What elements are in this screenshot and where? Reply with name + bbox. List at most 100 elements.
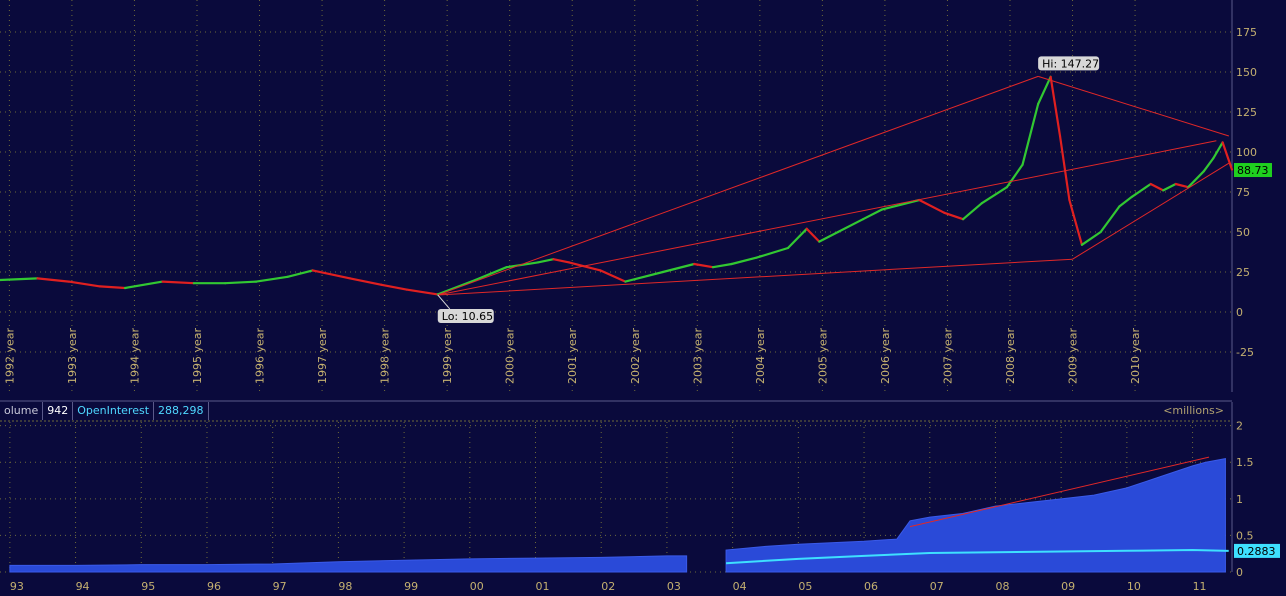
volume-x-tick-label: 99 <box>404 580 418 593</box>
price-segment <box>224 280 258 285</box>
price-segment <box>1193 170 1205 182</box>
lo-label-box <box>437 308 494 323</box>
price-y-tick-label: 125 <box>1236 106 1257 119</box>
price-segment <box>349 277 383 286</box>
volume-area <box>725 457 1226 573</box>
price-annotations: Hi: 147.27 Lo: 10.65 88.73 <box>437 56 1272 323</box>
volume-grid <box>0 402 1233 573</box>
price-segment <box>1187 179 1196 189</box>
price-segment <box>880 198 921 211</box>
price-segment <box>0 277 39 282</box>
price-segment <box>1037 75 1052 106</box>
volume-legend-header: olume 942 OpenInterest 288,298 <box>0 402 209 420</box>
price-x-axis: 1992 year 1993 year 1994 year 1995 year 1996… <box>3 327 1142 384</box>
price-last-value: 88.73 <box>1237 164 1269 177</box>
price-segment <box>405 288 439 296</box>
volume-x-tick-label: 11 <box>1193 580 1207 593</box>
price-segment <box>805 227 821 243</box>
volume-series <box>9 457 1229 573</box>
volume-last-value: 0.2883 <box>1237 545 1276 558</box>
volume-x-tick-label: 06 <box>864 580 878 593</box>
volume-x-tick-label: 95 <box>141 580 155 593</box>
price-segment <box>1021 102 1040 166</box>
price-trendline <box>437 75 1039 296</box>
volume-trendline-line <box>909 456 1210 528</box>
volume-y-tick-label: 1.5 <box>1236 456 1254 469</box>
price-segment <box>255 275 289 283</box>
price-y-tick-label: 150 <box>1236 66 1257 79</box>
price-x-tick-label: 1994 year <box>128 327 141 384</box>
price-segment <box>98 285 127 290</box>
open-interest-value: 288,298 <box>154 402 209 420</box>
price-segment <box>730 256 758 266</box>
price-segment <box>1162 182 1177 192</box>
volume-last-value-badge <box>1234 543 1280 558</box>
price-segment <box>624 270 665 283</box>
price-segment <box>818 230 840 243</box>
price-segment <box>286 269 314 278</box>
price-segment <box>861 208 883 221</box>
volume-x-tick-label: 09 <box>1061 580 1075 593</box>
price-segment <box>36 277 70 283</box>
volume-x-tick-label: 96 <box>207 580 221 593</box>
price-x-tick-label: 1996 year <box>254 327 267 384</box>
price-y-tick-label: 0 <box>1236 306 1243 319</box>
open-interest-line <box>725 549 1229 565</box>
price-trendline <box>437 140 1217 296</box>
price-segment <box>1068 198 1084 246</box>
price-y-axis: -25 0 25 50 75 100 125 150 175 <box>1236 26 1257 359</box>
price-trendlines <box>437 75 1230 296</box>
volume-x-tick-label: 97 <box>273 580 287 593</box>
price-segment <box>380 283 408 291</box>
price-segment <box>536 258 555 264</box>
price-y-tick-label: 25 <box>1236 266 1250 279</box>
price-segment <box>474 266 508 282</box>
price-segment <box>786 227 808 250</box>
volume-area <box>9 555 688 573</box>
open-interest-label: OpenInterest <box>73 402 155 420</box>
price-x-tick-label: 2005 year <box>816 327 829 384</box>
price-y-tick-label: 100 <box>1236 146 1257 159</box>
price-x-tick-label: 1999 year <box>441 327 454 384</box>
price-segment <box>711 262 733 269</box>
price-x-tick-label: 1997 year <box>316 327 329 384</box>
volume-x-tick-label: 02 <box>601 580 615 593</box>
price-segment <box>1005 163 1024 189</box>
volume-x-tick-label: 04 <box>733 580 747 593</box>
lo-label: Lo: 10.65 <box>442 310 493 323</box>
price-segment <box>436 278 477 296</box>
volume-label: olume <box>0 402 44 420</box>
price-x-tick-label: 2001 year <box>566 327 579 384</box>
price-grid <box>0 0 1233 392</box>
hi-label: Hi: 147.27 <box>1042 57 1099 70</box>
price-x-tick-label: 2006 year <box>879 327 892 384</box>
hi-label-box <box>1038 56 1100 71</box>
price-segment <box>755 246 790 259</box>
price-segment <box>918 198 946 214</box>
volume-units-label: <millions> <box>1163 404 1224 417</box>
volume-x-tick-label: 00 <box>470 580 484 593</box>
price-x-tick-label: 2007 year <box>941 327 954 384</box>
volume-x-tick-label: 07 <box>930 580 944 593</box>
price-x-tick-label: 2008 year <box>1004 327 1017 384</box>
price-x-tick-label: 1995 year <box>191 327 204 384</box>
price-x-tick-label: 2002 year <box>629 327 642 384</box>
price-segment <box>1149 182 1165 192</box>
volume-x-tick-label: 08 <box>995 580 1009 593</box>
price-segment <box>1080 230 1102 246</box>
price-segment <box>567 261 602 272</box>
price-segment <box>1130 182 1152 198</box>
price-segment <box>980 186 1008 205</box>
price-segment <box>1212 141 1224 160</box>
price-segment <box>1221 141 1234 171</box>
price-y-tick-label: -25 <box>1236 346 1254 359</box>
price-segment <box>943 211 965 221</box>
price-series <box>0 75 1234 296</box>
volume-x-axis: 93 94 95 96 97 98 99 00 01 02 03 04 05 06 07 08 09 10 11 <box>10 580 1207 593</box>
price-segment <box>67 280 102 288</box>
price-x-tick-label: 2000 year <box>504 327 517 384</box>
price-segment <box>836 218 865 234</box>
price-segment <box>1058 134 1071 202</box>
price-segment <box>505 261 539 269</box>
volume-y-tick-label: 1 <box>1236 493 1243 506</box>
